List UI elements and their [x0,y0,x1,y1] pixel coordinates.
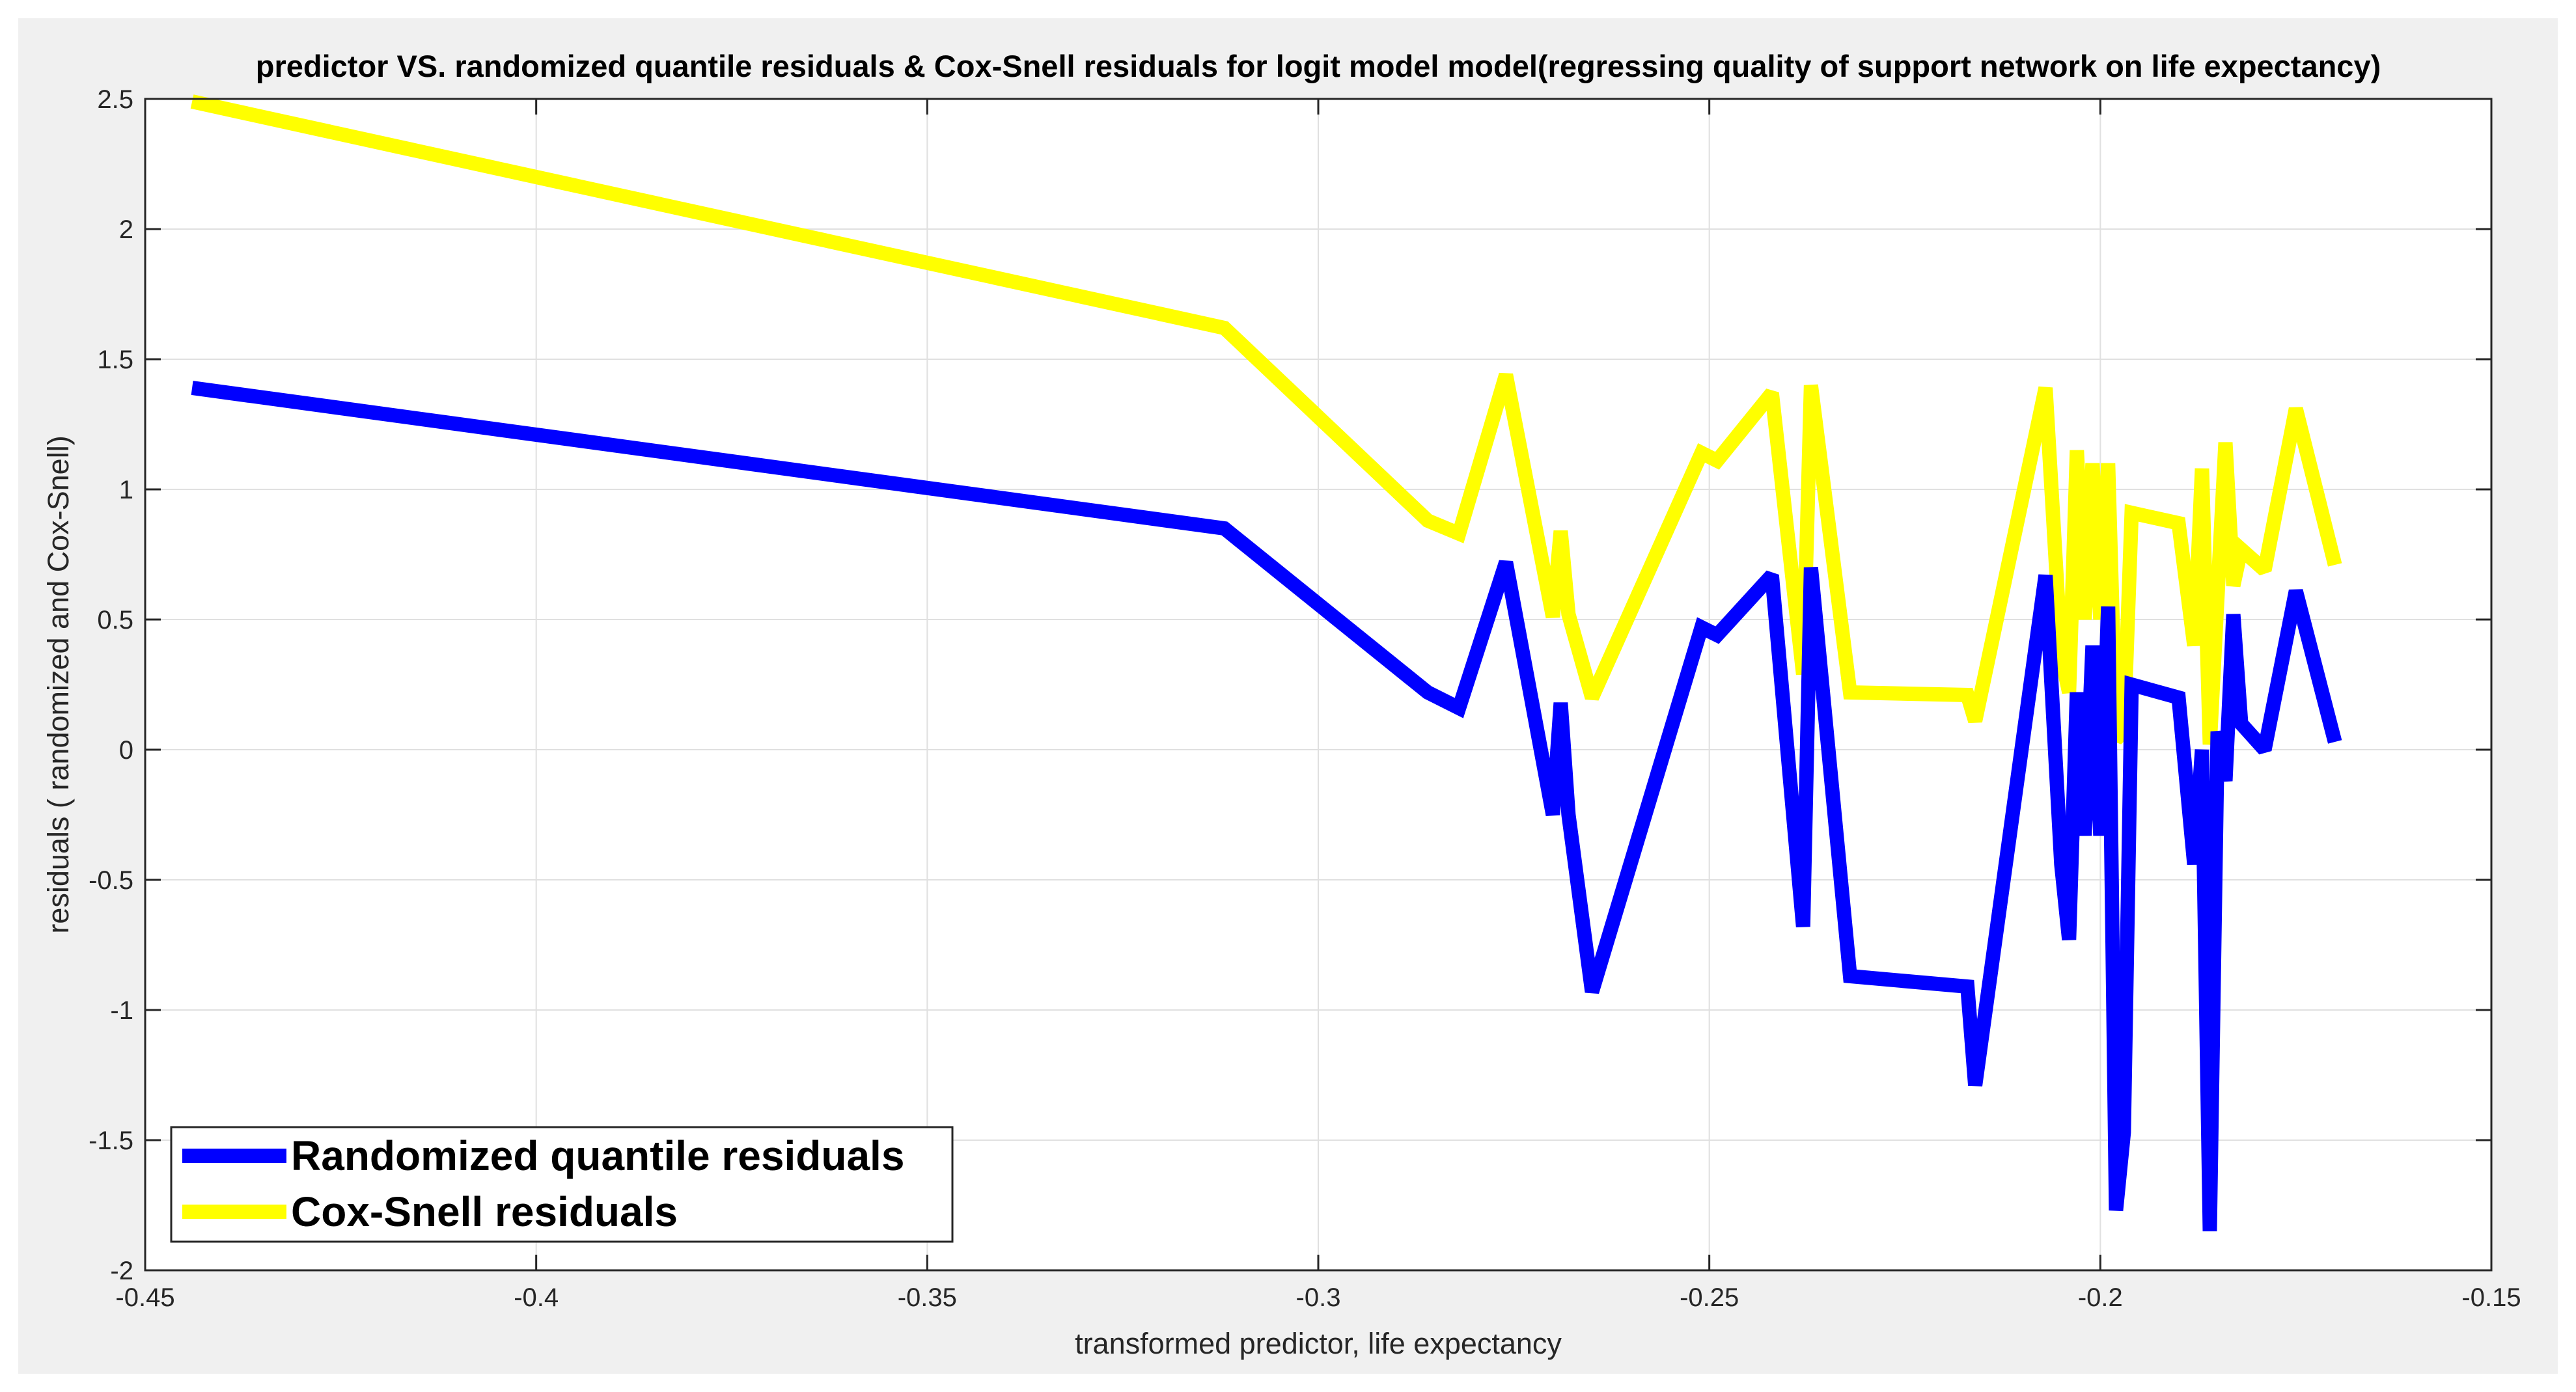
y-tick-label: 1.5 [97,346,133,374]
y-tick-label: -0.5 [89,866,133,895]
y-axis-label: residuals ( randomized and Cox-Snell) [42,435,75,933]
series-line-randomized-quantile [191,381,2342,1232]
x-tick-label: -0.45 [115,1283,174,1312]
legend: Randomized quantile residuals Cox-Snell … [170,1126,954,1243]
y-tick-label: -1 [110,996,133,1025]
series-layer [190,94,2342,1232]
legend-box [170,1126,954,1243]
chart-title: predictor VS. randomized quantile residu… [256,49,2381,83]
x-tick-label: -0.15 [2461,1283,2521,1312]
x-tick-label: -0.35 [898,1283,957,1312]
y-tick-label: 1 [119,476,133,504]
y-tick-label: 0.5 [97,606,133,635]
axis-ticks: -0.45 -0.4 -0.35 -0.3 -0.25 -0.2 -0.15 -2 -1.5 -1… [89,85,2521,1312]
y-tick-label: 2 [119,215,133,244]
x-tick-label: -0.3 [1296,1283,1341,1312]
legend-label-cox-snell: Cox-Snell residuals [291,1188,678,1235]
y-tick-label: 0 [119,736,133,765]
x-tick-label: -0.25 [1680,1283,1739,1312]
series-line-cox-snell [190,94,2342,745]
legend-label-randomized: Randomized quantile residuals [291,1132,904,1179]
y-tick-label: -1.5 [89,1126,133,1155]
x-tick-label: -0.2 [2078,1283,2123,1312]
x-axis-label: transformed predictor, life expectancy [1075,1327,1562,1360]
x-tick-label: -0.4 [514,1283,559,1312]
y-tick-label: 2.5 [97,85,133,114]
y-tick-label: -2 [110,1257,133,1285]
